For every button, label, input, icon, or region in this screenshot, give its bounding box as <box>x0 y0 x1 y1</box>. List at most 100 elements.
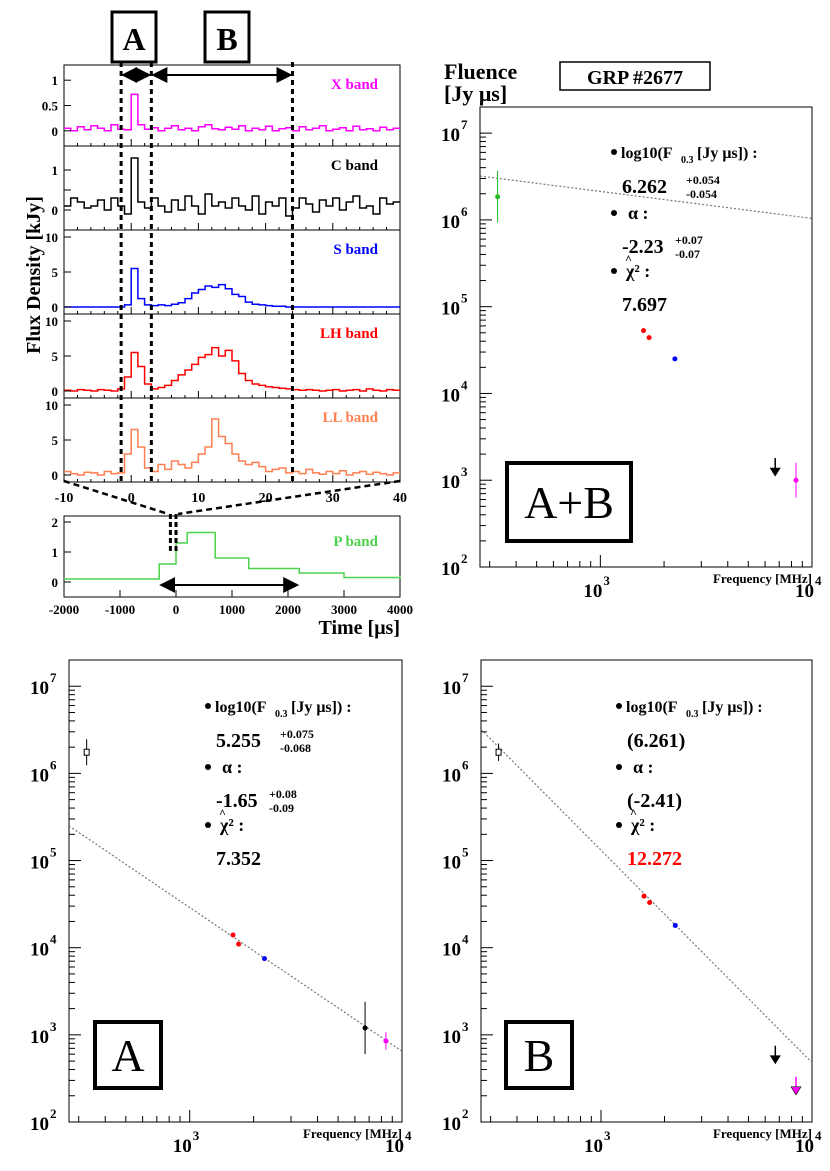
stat-logF-label: log10(F <box>215 699 267 716</box>
lc-ytick-label: 0 <box>52 124 59 139</box>
spec-label-text: A <box>111 1030 144 1081</box>
stat-logF-value: 6.262 <box>622 176 667 198</box>
stat-logF-unit: [Jy μs]) : <box>697 145 758 162</box>
spec-label-box <box>504 1020 574 1090</box>
stat-logF-err-minus: -0.054 <box>686 187 717 201</box>
stat-alpha-label: α : <box>633 757 654 777</box>
spec-ytick-exp: 7 <box>462 670 469 685</box>
lc-series-line <box>64 267 400 308</box>
p-xtick-label: 1000 <box>219 602 245 617</box>
stat-bullet <box>616 764 622 770</box>
lc-series-line <box>64 418 400 476</box>
figure-title-box: GRP #2677 <box>559 61 711 91</box>
lc-xtick-label: 0 <box>128 491 135 506</box>
spec-ytick-base: 10 <box>30 853 49 874</box>
label-A-box: A <box>110 10 158 64</box>
lc-band-label: S band <box>333 242 378 258</box>
spec-ytick-base: 10 <box>441 125 460 146</box>
spec-xtick-exp: 3 <box>604 1128 611 1143</box>
p-band-label: P band <box>333 534 378 550</box>
spec-point <box>383 1038 389 1044</box>
lc-ytick-label: 1 <box>52 73 59 88</box>
lc-band-label: LH band <box>320 326 379 342</box>
spec-xtick-exp: 4 <box>405 1128 412 1143</box>
spec-ytick-exp: 3 <box>50 1019 57 1034</box>
figure-title: GRP #2677 <box>587 67 683 89</box>
lc-series-line <box>64 346 400 392</box>
lc-series-line <box>64 93 400 132</box>
spec-ytick-exp: 4 <box>50 932 57 947</box>
spec-xtick-exp: 4 <box>815 1128 822 1143</box>
spec-ytick-exp: 5 <box>461 291 468 306</box>
spec-xtick-exp: 4 <box>815 573 822 588</box>
stat-bullet <box>616 703 622 709</box>
lc-panel-s-band: 0 5 10 S band <box>45 229 401 315</box>
stat-alpha-value: (-2.41) <box>627 790 682 812</box>
spec-ytick-base: 10 <box>442 765 461 786</box>
spec-ytick-base: 10 <box>30 765 49 786</box>
spec-ytick-base: 10 <box>441 385 460 406</box>
spec-point-open <box>495 748 502 756</box>
spec-ytick-exp: 2 <box>461 551 468 566</box>
stat-chi2-label: χ² : <box>625 261 650 281</box>
time-xlabel: Time [μs] <box>318 617 400 639</box>
spec-xlabel: Frequency [MHz] <box>303 1126 402 1141</box>
stat-logF-label: log10(F <box>626 699 678 716</box>
lc-ytick-label: 10 <box>45 314 58 329</box>
spec-xlabel: Frequency [MHz] <box>713 571 812 586</box>
stat-chi2-hat: ^ <box>625 252 632 266</box>
lc-panel-ll-band: 0 5 10 LL band <box>45 397 401 483</box>
lc-ytick-label: 0 <box>52 384 59 399</box>
spec-ytick-base: 10 <box>442 853 461 874</box>
spec-ytick-exp: 7 <box>50 670 57 685</box>
stat-alpha-label: α : <box>222 757 243 777</box>
stat-chi2-value: 12.272 <box>627 848 682 870</box>
lc-ytick-label: 10 <box>45 398 58 413</box>
spec-ytick-base: 10 <box>30 678 49 699</box>
zoom-connector-right <box>177 479 401 516</box>
spec-point <box>647 900 653 906</box>
spec-point <box>230 932 236 938</box>
stat-alpha-label: α : <box>628 203 649 223</box>
stat-logF-sub: 0.3 <box>681 155 694 166</box>
stat-alpha-value: -1.65 <box>216 790 258 812</box>
spec-ytick-base: 10 <box>30 940 49 961</box>
spec-xtick-base: 10 <box>583 581 602 602</box>
spec-label-box <box>505 461 633 543</box>
p-band-line <box>64 531 401 580</box>
stat-logF-err-plus: +0.075 <box>280 727 314 741</box>
stat-chi2-value: 7.352 <box>216 848 261 870</box>
spec-point <box>261 956 267 962</box>
label-A-text: A <box>122 21 145 57</box>
spec-xtick-base: 10 <box>385 1136 404 1157</box>
spec-ytick-base: 10 <box>441 559 460 580</box>
zoom-connector-left <box>63 479 169 516</box>
spec-ytick-base: 10 <box>30 1114 49 1135</box>
stat-chi2-label: χ² : <box>630 815 655 835</box>
stat-bullet <box>205 703 211 709</box>
spec-frame <box>480 659 813 1123</box>
lc-xtick-label: 40 <box>393 491 407 506</box>
fluence-ylabel-line2: [Jy μs] <box>444 81 507 106</box>
spec-label-text: B <box>524 1030 555 1081</box>
p-ytick-label: 2 <box>52 515 59 530</box>
stat-bullet <box>616 822 622 828</box>
lc-ytick-label: 0 <box>52 300 59 315</box>
spec-ytick-exp: 7 <box>461 117 468 132</box>
stat-alpha-err-minus: -0.07 <box>675 247 700 261</box>
spec-point <box>641 893 647 899</box>
label-B-box: B <box>203 10 251 64</box>
spec-point <box>672 356 678 362</box>
spec-label-box <box>93 1020 163 1090</box>
spec-xtick-exp: 3 <box>603 573 610 588</box>
p-xtick-label: 0 <box>173 602 180 617</box>
lc-band-label: C band <box>331 158 379 174</box>
spec-ytick-exp: 2 <box>462 1106 469 1121</box>
spec-ytick-exp: 5 <box>462 845 469 860</box>
lc-ytick-label: 0 <box>52 203 59 218</box>
spec-ytick-base: 10 <box>441 212 460 233</box>
stat-chi2-hat: ^ <box>219 806 226 820</box>
spec-point <box>495 194 501 200</box>
